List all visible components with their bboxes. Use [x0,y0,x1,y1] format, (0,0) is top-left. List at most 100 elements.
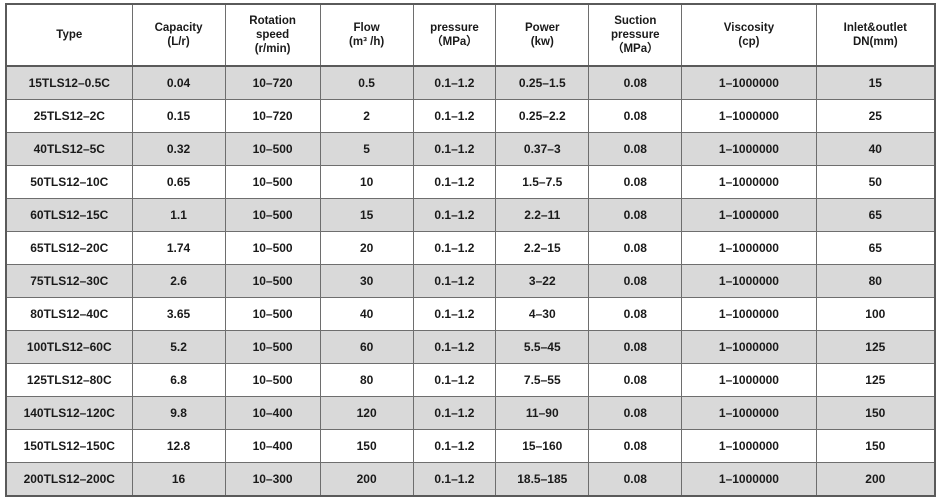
cell-flow: 60 [319,330,414,364]
cell-rotation_speed: 10–500 [224,264,321,298]
cell-pressure: 0.1–1.2 [412,462,497,497]
cell-inlet_outlet_dn: 15 [815,65,936,100]
column-header-viscosity-line-2: (cp) [738,36,760,48]
cell-rotation_speed: 10–300 [224,462,321,497]
cell-viscosity: 1–1000000 [681,99,817,133]
cell-viscosity: 1–1000000 [681,264,817,298]
column-header-power: Power (kw) [495,3,590,67]
cell-pressure: 0.1–1.2 [412,264,497,298]
cell-power: 1.5–7.5 [495,165,590,199]
cell-suction_pressure: 0.08 [588,297,683,331]
cell-power: 4–30 [495,297,590,331]
cell-rotation_speed: 10–720 [224,99,321,133]
cell-power: 0.25–2.2 [495,99,590,133]
cell-viscosity: 1–1000000 [681,363,817,397]
cell-type: 50TLS12–10C [5,165,133,199]
pump-specification-table: Type Capacity (L/r) Rotation speed (r/min) Flo… [5,3,936,497]
table-row: 40TLS12–5C 0.32 10–500 5 0.1–1.2 0.37–3 0.08 1–… [5,132,936,166]
column-header-rotation_speed-line-3: (r/min) [254,43,291,55]
cell-power: 0.25–1.5 [495,65,590,100]
column-header-capacity-line-1: Capacity [154,21,203,34]
column-header-type-line-1: Type [56,28,83,41]
cell-pressure: 0.1–1.2 [412,65,497,100]
cell-rotation_speed: 10–500 [224,231,321,265]
cell-type: 25TLS12–2C [5,99,133,133]
cell-flow: 2 [319,99,414,133]
table-row: 25TLS12–2C 0.15 10–720 2 0.1–1.2 0.25–2.2 0.08… [5,99,936,133]
cell-viscosity: 1–1000000 [681,132,817,166]
cell-pressure: 0.1–1.2 [412,363,497,397]
cell-pressure: 0.1–1.2 [412,396,497,430]
column-header-viscosity: Viscosity (cp) [681,3,817,67]
cell-power: 18.5–185 [495,462,590,497]
table-row: 80TLS12–40C 3.65 10–500 40 0.1–1.2 4–30 0.08 1–… [5,297,936,331]
table-row: 60TLS12–15C 1.1 10–500 15 0.1–1.2 2.2–11 0.08 1… [5,198,936,232]
column-header-viscosity-line-1: Viscosity [723,21,775,34]
cell-inlet_outlet_dn: 65 [815,198,936,232]
cell-rotation_speed: 10–500 [224,165,321,199]
cell-flow: 200 [319,462,414,497]
cell-rotation_speed: 10–500 [224,363,321,397]
cell-suction_pressure: 0.08 [588,165,683,199]
cell-capacity: 0.15 [131,99,226,133]
cell-inlet_outlet_dn: 65 [815,231,936,265]
table-row: 150TLS12–150C 12.8 10–400 150 0.1–1.2 15–160 0… [5,429,936,463]
cell-capacity: 5.2 [131,330,226,364]
cell-type: 40TLS12–5C [5,132,133,166]
column-header-capacity-line-2: (L/r) [167,36,190,48]
table-header: Type Capacity (L/r) Rotation speed (r/min) Flo… [5,3,936,67]
cell-pressure: 0.1–1.2 [412,165,497,199]
table-row: 140TLS12–120C 9.8 10–400 120 0.1–1.2 11–90 0.0… [5,396,936,430]
cell-viscosity: 1–1000000 [681,65,817,100]
column-header-suction_pressure-line-3: （MPa） [611,43,659,55]
column-header-capacity: Capacity (L/r) [131,3,226,67]
cell-rotation_speed: 10–500 [224,330,321,364]
cell-capacity: 0.65 [131,165,226,199]
table-row: 200TLS12–200C 16 10–300 200 0.1–1.2 18.5–185 0… [5,462,936,497]
cell-viscosity: 1–1000000 [681,165,817,199]
column-header-inlet_outlet_dn-line-1: Inlet&outlet [843,21,907,34]
column-header-pressure-line-2: （MPa） [431,36,478,48]
cell-capacity: 12.8 [131,429,226,463]
cell-rotation_speed: 10–500 [224,198,321,232]
cell-type: 100TLS12–60C [5,330,133,364]
column-header-rotation_speed: Rotation speed (r/min) [224,3,321,67]
cell-flow: 0.5 [319,65,414,100]
cell-inlet_outlet_dn: 125 [815,330,936,364]
column-header-suction_pressure: Suction pressure （MPa） [588,3,683,67]
cell-flow: 80 [319,363,414,397]
cell-flow: 5 [319,132,414,166]
cell-capacity: 1.74 [131,231,226,265]
cell-pressure: 0.1–1.2 [412,132,497,166]
cell-inlet_outlet_dn: 50 [815,165,936,199]
cell-pressure: 0.1–1.2 [412,330,497,364]
cell-inlet_outlet_dn: 150 [815,396,936,430]
cell-type: 15TLS12–0.5C [5,65,133,100]
cell-suction_pressure: 0.08 [588,363,683,397]
table-row: 15TLS12–0.5C 0.04 10–720 0.5 0.1–1.2 0.25–1.5… [5,65,936,100]
column-header-inlet_outlet_dn-line-2: DN(mm) [852,36,898,48]
cell-capacity: 0.32 [131,132,226,166]
column-header-rotation_speed-line-2: speed [255,28,290,41]
cell-power: 7.5–55 [495,363,590,397]
column-header-type: Type [5,3,133,67]
cell-suction_pressure: 0.08 [588,462,683,497]
cell-capacity: 9.8 [131,396,226,430]
column-header-inlet_outlet_dn: Inlet&outlet DN(mm) [815,3,936,67]
cell-flow: 15 [319,198,414,232]
cell-suction_pressure: 0.08 [588,65,683,100]
cell-power: 5.5–45 [495,330,590,364]
cell-type: 125TLS12–80C [5,363,133,397]
cell-viscosity: 1–1000000 [681,231,817,265]
cell-power: 11–90 [495,396,590,430]
cell-type: 80TLS12–40C [5,297,133,331]
cell-inlet_outlet_dn: 150 [815,429,936,463]
cell-suction_pressure: 0.08 [588,330,683,364]
column-header-pressure-line-1: pressure [430,21,479,34]
column-header-flow: Flow (m³ /h) [319,3,414,67]
cell-rotation_speed: 10–720 [224,65,321,100]
cell-pressure: 0.1–1.2 [412,198,497,232]
cell-pressure: 0.1–1.2 [412,429,497,463]
column-header-suction_pressure-line-1: Suction [614,14,657,27]
